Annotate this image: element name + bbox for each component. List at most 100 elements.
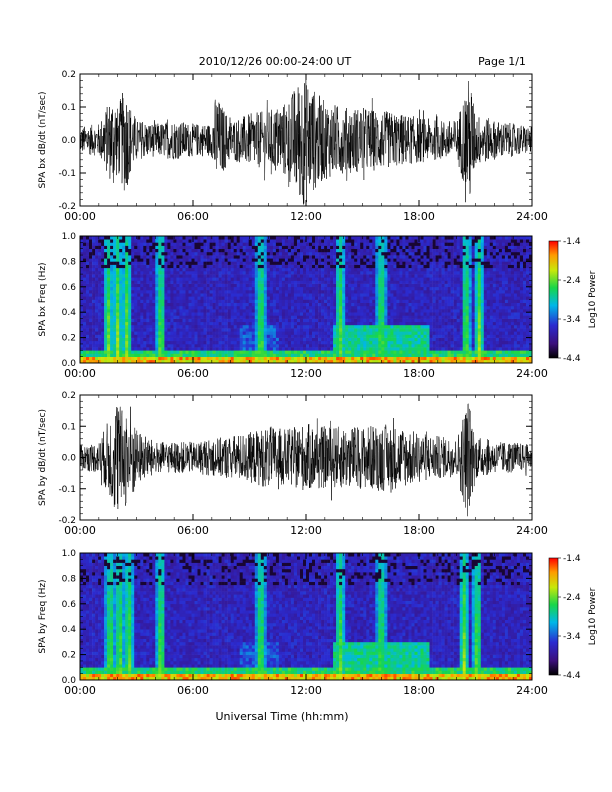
spectrogram-cell (269, 258, 274, 262)
spectrogram-cell (158, 353, 162, 357)
spectrogram-cell (324, 347, 328, 351)
spectrogram-cell (221, 261, 225, 265)
spectrogram-cell (239, 324, 243, 329)
spectrogram-cell (200, 286, 204, 291)
spectrogram-cell (194, 277, 198, 281)
spectrogram-cell (297, 324, 301, 329)
spectrogram-cell (161, 251, 165, 256)
spectrogram-cell (284, 280, 289, 284)
spectrogram-cell (272, 343, 277, 348)
spectrogram-cell (170, 236, 174, 240)
spectrogram-cell (263, 340, 268, 345)
spectrogram-cell (113, 267, 117, 272)
spectrogram-cell (411, 255, 415, 259)
spectrogram-cell (206, 328, 210, 332)
spectrogram-cell (375, 277, 379, 281)
spectrogram-cell (134, 334, 138, 338)
spectrogram-cell (251, 328, 256, 332)
spectrogram-cell (438, 283, 442, 288)
spectrogram-cell (224, 251, 228, 256)
spectrogram-cell (369, 283, 373, 288)
spectrogram-cell (321, 274, 325, 278)
spectrogram-cell (86, 277, 90, 281)
spectrogram-cell (372, 299, 376, 303)
spectrogram-cell (113, 290, 117, 294)
spectrogram-cell (173, 258, 177, 262)
spectrogram-cell (212, 270, 216, 275)
spectrogram-cell (315, 280, 319, 284)
spectrogram-cell (354, 321, 358, 326)
spectrogram-cell (245, 305, 249, 310)
spectrogram-cell (432, 302, 436, 307)
spectrogram-cell (203, 274, 207, 278)
spectrogram-cell (306, 239, 310, 243)
spectrogram-cell (297, 353, 301, 357)
spectrogram-cell (399, 274, 403, 278)
spectrogram-cell (182, 312, 186, 316)
spectrogram-cell (155, 321, 159, 326)
spectrogram-cell (131, 290, 135, 294)
spectrogram-cell (173, 334, 177, 338)
spectrogram-cell (435, 251, 439, 256)
spectrogram-cell (330, 309, 334, 313)
spectrogram-cell (263, 318, 268, 323)
spectrogram-cell (396, 302, 400, 307)
spectrogram-cell (345, 251, 349, 256)
spectrogram-cell (429, 255, 433, 259)
spectrogram-cell (333, 340, 337, 345)
spectrogram-cell (339, 242, 343, 246)
spectrogram-cell (321, 328, 325, 332)
spectrogram-cell (200, 331, 204, 335)
spectrogram-cell (366, 267, 370, 272)
spectrogram-cell (227, 290, 231, 294)
spectrogram-cell (417, 290, 421, 294)
spectrogram-cell (131, 261, 135, 265)
spectrogram-cell (101, 245, 105, 249)
spectrogram-cell (345, 293, 349, 297)
spectrogram-cell (303, 315, 307, 319)
spectrogram-cell (227, 318, 231, 323)
spectrogram-cell (233, 293, 237, 297)
spectrogram-cell (339, 283, 343, 288)
spectrogram-cell (369, 309, 373, 313)
y-tick-label: 0.1 (62, 103, 76, 113)
spectrogram-cell (393, 331, 397, 335)
spectrogram-cell (119, 277, 123, 281)
spectrogram-cell (260, 328, 265, 332)
spectrogram-cell (92, 359, 96, 364)
spectrogram-cell (221, 296, 225, 300)
spectrogram-cell (342, 318, 346, 323)
spectrogram-cell (146, 331, 150, 335)
spectrogram-cell (164, 245, 168, 249)
spectrogram-cell (408, 280, 412, 284)
spectrogram-cell (188, 280, 192, 284)
spectrogram-cell (297, 347, 301, 351)
spectrogram-cell (441, 248, 445, 253)
spectrogram-cell (375, 337, 379, 342)
spectrogram-cell (281, 331, 286, 335)
spectrogram-cell (351, 356, 355, 361)
spectrogram-cell (140, 356, 144, 361)
spectrogram-cell (89, 359, 93, 364)
spectrogram-cell (366, 280, 370, 284)
spectrogram-cell (378, 277, 382, 281)
spectrogram-cell (176, 312, 180, 316)
spectrogram-cell (435, 255, 439, 259)
spectrogram-cell (363, 318, 367, 323)
spectrogram-cell (242, 267, 246, 272)
spectrogram-cell (429, 321, 433, 326)
spectrogram-cell (396, 286, 400, 291)
spectrogram-cell (366, 318, 370, 323)
spectrogram-cell (218, 309, 222, 313)
spectrogram-cell (230, 283, 234, 288)
spectrogram-cell (155, 264, 159, 269)
spectrogram-cell (315, 239, 319, 243)
spectrogram-cell (284, 312, 289, 316)
spectrogram-cell (393, 309, 397, 313)
spectrogram-cell (306, 324, 310, 329)
spectrogram-cell (188, 236, 192, 240)
spectrogram-cell (143, 236, 147, 240)
spectrogram-cell (188, 296, 192, 300)
spectrogram-cell (101, 356, 105, 361)
spectrogram-cell (281, 248, 286, 253)
